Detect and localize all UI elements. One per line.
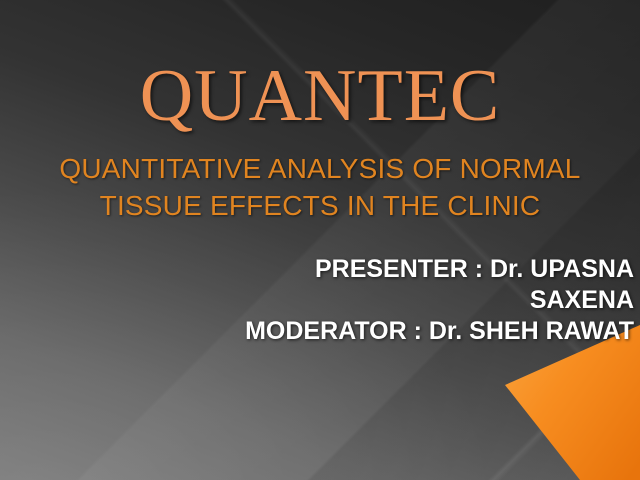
slide-credits: PRESENTER : Dr. UPASNA SAXENA MODERATOR …	[164, 254, 634, 347]
subtitle-line-1: QUANTITATIVE ANALYSIS OF NORMAL	[59, 153, 581, 184]
credit-line-presenter: PRESENTER : Dr. UPASNA	[314, 255, 634, 283]
slide-title: QUANTEC	[139, 55, 501, 137]
credit-line-moderator: MODERATOR : Dr. SHEH RAWAT	[245, 317, 634, 345]
slide-subtitle: QUANTITATIVE ANALYSIS OF NORMAL TISSUE E…	[0, 150, 640, 224]
credit-line-presenter-continued: SAXENA	[529, 286, 634, 314]
orange-corner-wedge-icon	[480, 325, 640, 480]
subtitle-line-2: TISSUE EFFECTS IN THE CLINIC	[99, 190, 541, 221]
